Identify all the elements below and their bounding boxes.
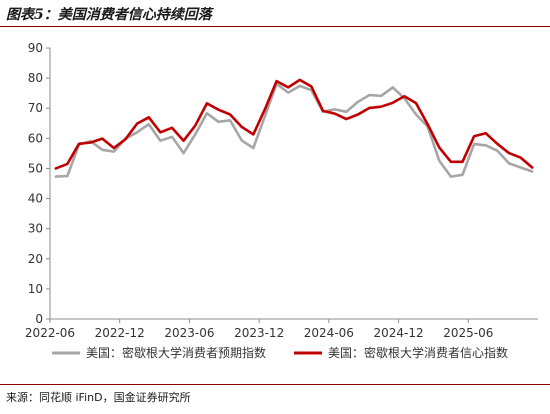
y-tick-label-40: 40 [28,192,43,206]
y-axis: 0 10 20 30 40 50 60 70 80 90 [28,41,51,326]
series-line-sentiment [54,78,534,170]
series-line-expectations [54,82,534,178]
x-tick-label-2024-06: 2024-06 [304,326,354,340]
legend: 美国：密歇根大学消费者预期指数 美国：密歇根大学消费者信心指数 [52,345,508,360]
y-tick-label-10: 10 [28,282,43,296]
x-tick-label-2025-06: 2025-06 [443,326,493,340]
y-tick-label-90: 90 [28,41,43,55]
legend-label-sentiment: 美国：密歇根大学消费者信心指数 [328,345,508,360]
legend-label-expectations: 美国：密歇根大学消费者预期指数 [86,345,266,360]
y-tick-label-80: 80 [28,71,43,85]
x-tick-label-2023-06: 2023-06 [164,326,214,340]
line-chart: 0 10 20 30 40 50 60 70 80 90 2022-06 2022-12 2023-0… [25,41,538,360]
bottom-rule [0,384,550,385]
x-tick-label-2023-12: 2023-12 [234,326,284,340]
figure-title: 图表5：美国消费者信心持续回落 [6,7,212,23]
source-note: 来源：同花顺 iFinD，国金证券研究所 [6,391,191,404]
x-axis: 2022-06 2022-12 2023-06 2023-12 2024-06 2024-… [25,318,538,340]
y-tick-label-70: 70 [28,101,43,115]
y-tick-label-50: 50 [28,161,43,175]
y-tick-label-0: 0 [35,312,43,326]
x-tick-label-2024-12: 2024-12 [374,326,424,340]
y-tick-label-30: 30 [28,222,43,236]
top-rule [0,26,550,27]
y-tick-label-60: 60 [28,131,43,145]
x-tick-label-2022-06: 2022-06 [25,326,75,340]
series-layer [54,78,534,178]
y-tick-label-20: 20 [28,252,43,266]
x-tick-label-2022-12: 2022-12 [95,326,145,340]
